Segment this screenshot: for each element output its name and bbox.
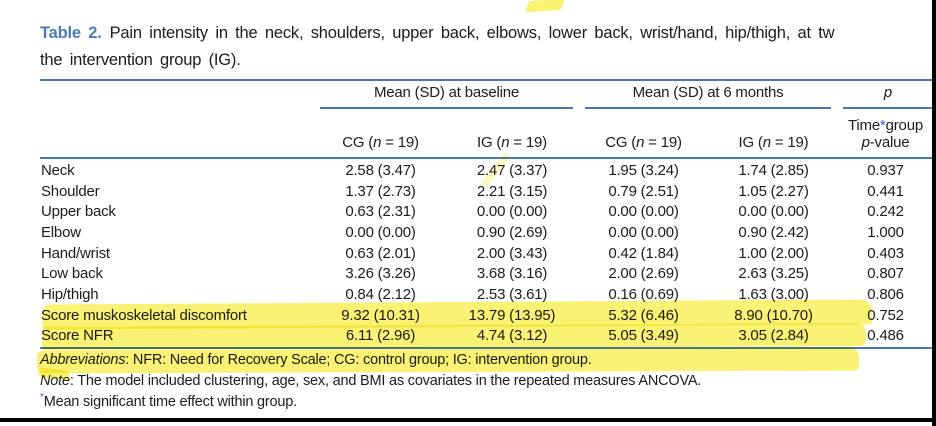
cell-value: 0.806 [867, 285, 904, 303]
cell-value: 3.26 (3.26) [345, 265, 416, 283]
cell-value: 0.00 (0.00) [738, 203, 809, 221]
col-group-6months: Mean (SD) at 6 months [578, 81, 838, 109]
cell-value: 2.00 (2.69) [608, 265, 679, 283]
cell-value: 1.05 (2.27) [738, 182, 809, 200]
cell-value: 1.63 (3.00) [738, 285, 809, 303]
pain-intensity-table: Mean (SD) at baseline Mean (SD) at 6 mon… [40, 79, 933, 350]
table-header: Mean (SD) at baseline Mean (SD) at 6 mon… [40, 81, 933, 159]
cell-value: 0.486 [867, 327, 904, 345]
cell-value: 0.90 (2.69) [476, 223, 548, 241]
cell-value: 1.37 (2.73) [345, 182, 416, 200]
footnote-marker-asterisk: * [879, 117, 886, 134]
row-label: Shoulder [41, 182, 100, 200]
caption-line-2: the intervention group (IG). [40, 51, 241, 69]
cell-value: 2.58 (3.47) [345, 161, 416, 179]
subheader-ig-6months: IG (n = 19) [738, 134, 809, 151]
subheader-cg-baseline: CG (n = 19) [342, 134, 419, 151]
cell-value: 0.242 [867, 203, 904, 221]
cell-value: 0.00 (0.00) [345, 223, 416, 241]
cell-value: 0.84 (2.12) [345, 285, 416, 303]
col-group-baseline: Mean (SD) at baseline [315, 81, 578, 109]
table-number-label: Table 2. [40, 24, 102, 42]
caption-line-1: Table 2. Pain intensity in the neck, shou… [40, 20, 930, 47]
cell-value: 1.74 (2.85) [738, 161, 809, 179]
time-group-line: Time*group [848, 117, 923, 134]
subheader-ig-baseline: IG (n = 19) [477, 134, 547, 151]
cell-value: 0.441 [867, 182, 904, 200]
header-spacer [40, 81, 315, 109]
subheader-cg-6months: CG (n = 19) [605, 134, 682, 151]
row-label: Score NFR [41, 327, 114, 345]
footnote-abbreviations: Abbreviations: NFR: Need for Recovery Sc… [40, 352, 592, 368]
cell-value: 9.32 (10.31) [341, 306, 420, 324]
row-label: Hand/wrist [41, 244, 110, 262]
row-label: Score muskoskeletal discomfort [41, 306, 247, 324]
highlighter-mark-top-smudge [524, 0, 566, 13]
row-label: Elbow [41, 223, 81, 241]
cell-value: 2.21 (3.15) [476, 182, 548, 200]
table-body: Neck 2.58 (3.47) 2.47 (3.37) 1.95 (3.24) 1.7… [40, 159, 933, 350]
cell-value: 0.00 (0.00) [608, 203, 679, 221]
cell-value: 1.00 (2.00) [738, 244, 809, 262]
cell-value: 8.90 (10.70) [734, 306, 813, 324]
row-label: Neck [41, 161, 75, 179]
cell-value: 2.63 (3.25) [738, 265, 809, 283]
cell-value: 0.42 (1.84) [608, 244, 679, 262]
cell-value: 13.79 (13.95) [468, 306, 556, 324]
col-group-p: p [838, 81, 933, 109]
footnote-note: Note: The model included clustering, age… [40, 372, 702, 389]
row-label: Hip/thigh [41, 285, 99, 303]
cell-value: 0.63 (2.01) [345, 244, 416, 262]
cell-value: 0.63 (2.31) [345, 203, 416, 221]
cell-value: 0.403 [867, 244, 904, 262]
cell-value: 1.000 [867, 223, 904, 241]
cell-value: 0.90 (2.42) [738, 223, 809, 241]
significance-asterisk: * [40, 391, 44, 403]
page-right-border [932, 0, 936, 426]
cell-value: 2.00 (3.43) [476, 244, 548, 262]
p-value-line: p-value [861, 134, 910, 151]
footnote-significance: *Mean significant time effect within gro… [40, 391, 297, 410]
cell-value: 0.00 (0.00) [476, 203, 548, 221]
cell-value: 5.32 (6.46) [608, 306, 679, 324]
cell-value: 0.00 (0.00) [608, 223, 679, 241]
cell-value: 0.807 [867, 265, 904, 283]
cell-value: 3.68 (3.16) [476, 265, 548, 283]
cell-value: 0.937 [867, 161, 904, 179]
header-spacer-2 [40, 109, 315, 157]
cell-value: 2.53 (3.61) [476, 285, 548, 303]
cell-value: 0.752 [867, 306, 904, 324]
cell-value: 1.95 (3.24) [608, 161, 679, 179]
cell-value: 0.79 (2.51) [608, 182, 679, 200]
subheader-time-group-p-value: Time*group p-value [838, 117, 933, 157]
page-bottom-rule [0, 418, 936, 422]
caption-text: Pain intensity in the neck, shoulders, u… [109, 24, 835, 42]
cell-value: 5.05 (3.49) [608, 327, 679, 345]
cell-value: 0.16 (0.69) [608, 285, 679, 303]
cell-value: 6.11 (2.96) [345, 327, 416, 345]
table-caption: Table 2. Pain intensity in the neck, shou… [40, 20, 930, 78]
cell-value: 2.47 (3.37) [476, 161, 548, 179]
row-label: Upper back [41, 203, 116, 221]
cell-value: 3.05 (2.84) [738, 327, 809, 345]
cell-value: 4.74 (3.12) [476, 327, 548, 345]
table-footnotes: Abbreviations: NFR: Need for Recovery Sc… [40, 350, 933, 412]
row-label: Low back [41, 265, 103, 283]
